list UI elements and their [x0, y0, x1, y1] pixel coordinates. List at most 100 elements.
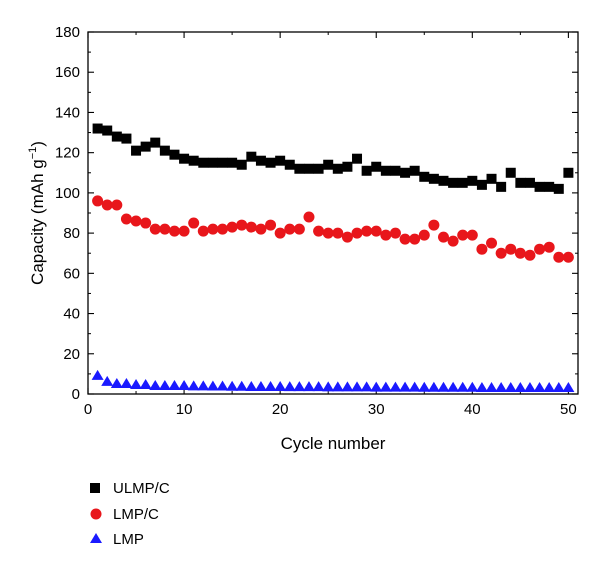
y-tick-label: 140: [55, 104, 80, 121]
point-lmpc: [313, 225, 325, 237]
point-lmpc: [111, 199, 123, 211]
point-lmpc: [255, 223, 267, 235]
y-axis-title-main: Capacity (mAh g: [28, 159, 47, 285]
point-ulmpc: [169, 149, 180, 160]
x-tick-label: 50: [560, 401, 577, 418]
point-ulmpc: [255, 155, 266, 166]
point-lmpc: [380, 229, 392, 241]
plot-area: 0 10 20 30 40 50 0 20 40 60 80 100 120 140 160 180: [55, 24, 579, 418]
point-lmp: [427, 381, 440, 392]
y-tick-label: 20: [63, 346, 80, 363]
point-lmpc: [437, 231, 449, 243]
point-lmp: [139, 378, 152, 389]
x-tick-label: 40: [464, 401, 481, 418]
legend-triangle-marker: [90, 533, 102, 543]
point-lmpc: [178, 225, 190, 237]
point-lmp: [101, 375, 114, 386]
point-lmpc: [505, 243, 517, 255]
point-lmp: [206, 380, 219, 391]
point-lmp: [360, 381, 373, 392]
point-lmp: [370, 381, 383, 392]
point-lmp: [485, 381, 498, 392]
point-ulmpc: [92, 123, 103, 134]
point-ulmpc: [380, 165, 391, 176]
point-lmp: [399, 381, 412, 392]
point-ulmpc: [198, 157, 209, 168]
point-ulmpc: [400, 167, 411, 178]
point-ulmpc: [505, 167, 516, 178]
point-ulmpc: [332, 163, 343, 174]
point-lmp: [91, 369, 104, 380]
point-ulmpc: [342, 161, 353, 172]
point-ulmpc: [131, 145, 142, 156]
point-lmp: [389, 381, 402, 392]
point-lmp: [322, 381, 335, 392]
point-lmpc: [514, 247, 526, 259]
point-lmp: [178, 379, 191, 390]
point-ulmpc: [390, 165, 401, 176]
point-lmpc: [217, 223, 229, 235]
y-tick-label: 180: [55, 24, 80, 41]
point-ulmpc: [323, 159, 334, 170]
point-lmpc: [226, 221, 238, 233]
point-ulmpc: [544, 181, 555, 192]
point-lmp: [495, 381, 508, 392]
y-axis-title: Capacity (mAh g−1): [27, 141, 47, 285]
y-tick-label: 160: [55, 64, 80, 81]
point-lmp: [341, 381, 354, 392]
point-ulmpc: [150, 137, 161, 148]
point-lmpc: [92, 195, 104, 207]
point-lmpc: [418, 229, 430, 241]
point-lmpc: [140, 217, 152, 229]
legend-item-lmp: LMP: [90, 531, 144, 548]
point-lmpc: [322, 227, 334, 239]
point-lmp: [264, 380, 277, 391]
point-lmp: [235, 380, 248, 391]
point-lmpc: [101, 199, 113, 211]
point-ulmpc: [563, 167, 574, 178]
y-tick-label: 80: [63, 225, 80, 242]
point-lmpc: [495, 247, 507, 259]
point-ulmpc: [496, 181, 507, 192]
point-lmpc: [236, 219, 248, 231]
point-ulmpc: [524, 177, 535, 188]
point-lmpc: [188, 217, 200, 229]
y-tick-labels: 0 20 40 60 80 100 120 140 160 180: [55, 24, 80, 403]
y-tick-label: 60: [63, 265, 80, 282]
point-lmp: [187, 380, 200, 391]
axis-ticks: [87, 31, 578, 395]
point-lmpc: [476, 243, 488, 255]
point-lmpc: [524, 249, 536, 261]
point-ulmpc: [284, 159, 295, 170]
point-ulmpc: [217, 157, 228, 168]
point-lmpc: [428, 219, 440, 231]
point-ulmpc: [265, 157, 276, 168]
point-ulmpc: [313, 163, 324, 174]
point-ulmpc: [467, 175, 478, 186]
point-ulmpc: [188, 155, 199, 166]
point-ulmpc: [419, 171, 430, 182]
point-ulmpc: [236, 159, 247, 170]
y-tick-label: 0: [72, 386, 80, 403]
point-ulmpc: [553, 183, 564, 194]
point-ulmpc: [409, 165, 420, 176]
point-lmp: [293, 381, 306, 392]
point-lmp: [379, 381, 392, 392]
point-lmp: [197, 380, 210, 391]
point-lmpc: [168, 225, 180, 237]
point-ulmpc: [476, 179, 487, 190]
point-lmp: [475, 381, 488, 392]
point-ulmpc: [457, 177, 468, 188]
point-lmp: [552, 381, 565, 392]
point-lmp: [168, 379, 181, 390]
legend-label-lmp: LMP: [113, 531, 144, 548]
point-lmpc: [370, 225, 382, 237]
point-ulmpc: [111, 131, 122, 142]
point-lmpc: [351, 227, 363, 239]
point-lmp: [543, 381, 556, 392]
data-marks: [91, 123, 575, 392]
point-lmp: [514, 381, 527, 392]
point-lmpc: [486, 237, 498, 249]
point-ulmpc: [303, 163, 314, 174]
point-lmp: [447, 381, 460, 392]
